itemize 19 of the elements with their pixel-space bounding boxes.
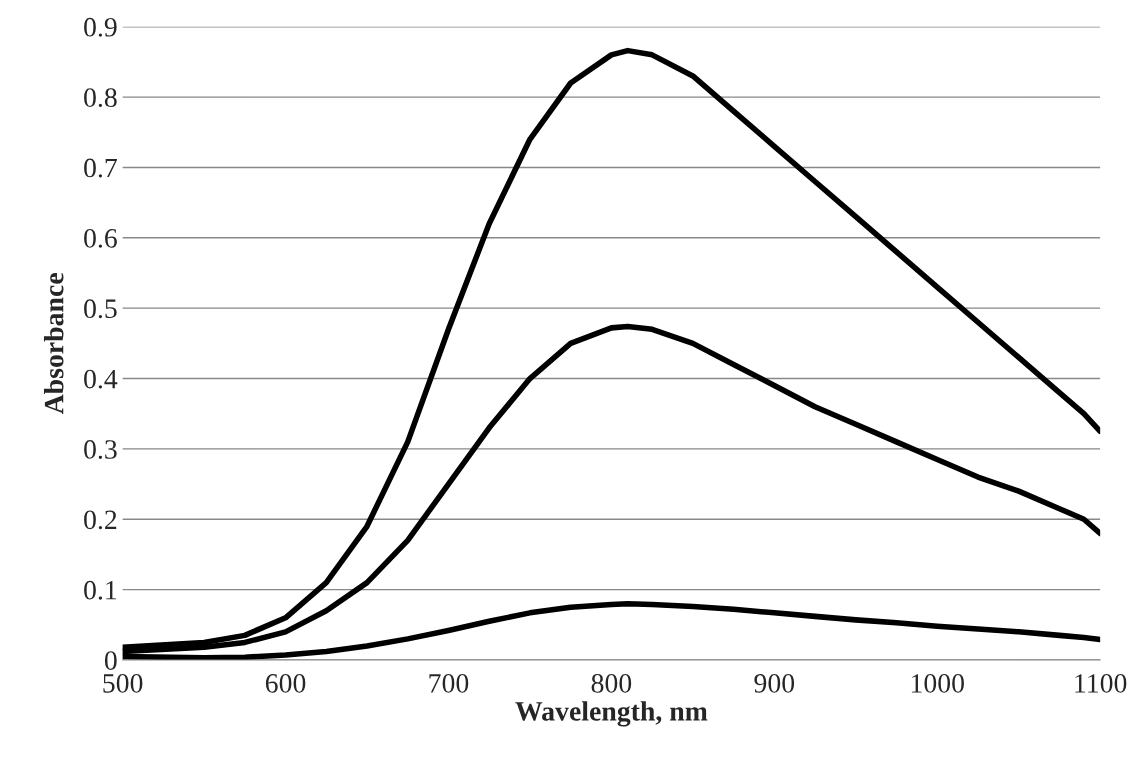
y-tick-label: 0.3 — [84, 440, 117, 459]
y-tick-label: 0.2 — [84, 510, 117, 530]
x-tick-label: 900 — [754, 673, 795, 693]
x-tick-label: 600 — [265, 673, 306, 693]
x-tick-label: 1000 — [911, 673, 964, 693]
x-tick-label: 1100 — [1075, 673, 1127, 693]
y-tick-label: 0.4 — [84, 369, 118, 389]
y-tick-label: 0.8 — [84, 88, 117, 108]
y-tick-label: 0.5 — [84, 299, 117, 319]
x-tick-label: 800 — [591, 673, 632, 693]
y-tick-label: 0.6 — [84, 228, 117, 248]
y-axis-title: Absorbance — [43, 273, 64, 415]
y-tick-label: 0 — [104, 651, 117, 670]
y-tick-label: 0.1 — [84, 580, 117, 600]
x-axis-title: Wavelength, nm — [515, 701, 708, 727]
x-tick-label: 500 — [103, 673, 143, 693]
y-tick-label: 0.9 — [84, 17, 117, 37]
y-tick-label: 0.7 — [84, 158, 117, 178]
x-tick-label: 700 — [429, 673, 469, 693]
